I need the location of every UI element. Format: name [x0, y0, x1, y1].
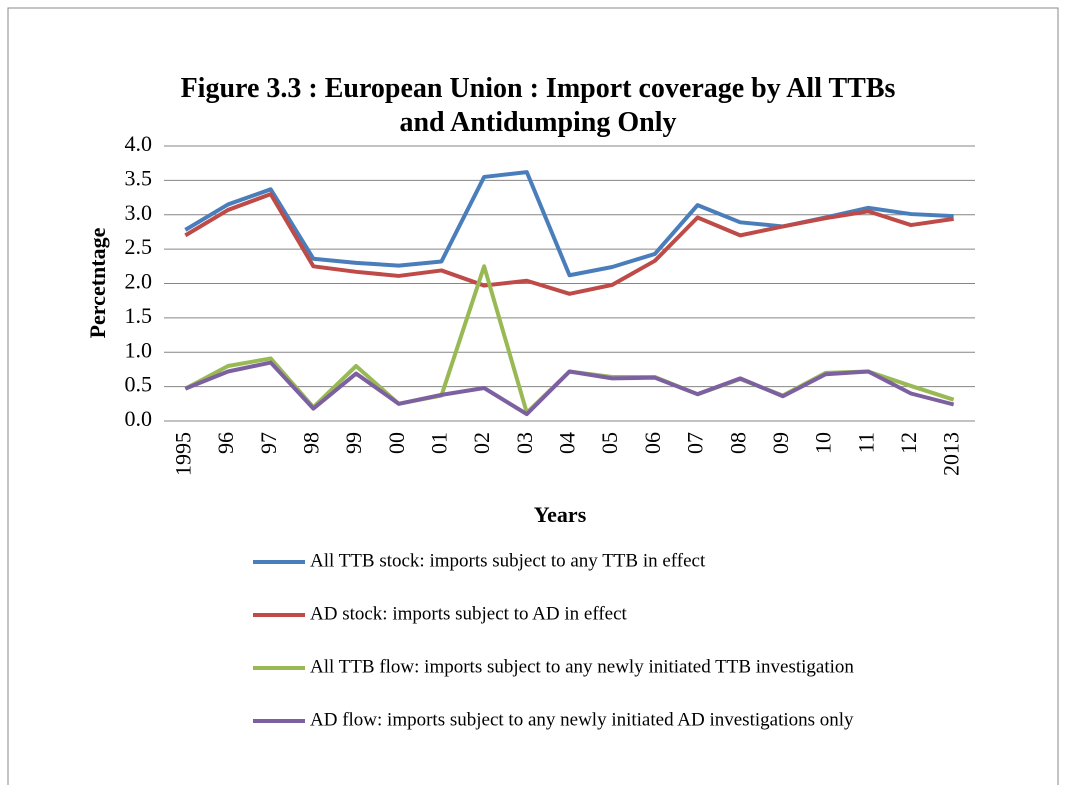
frame — [7, 7, 1059, 785]
series-line — [184, 264, 955, 415]
series-line — [184, 360, 955, 417]
x-tick-label: 11 — [853, 432, 878, 453]
legend-label: All TTB flow: imports subject to any new… — [310, 656, 854, 677]
series-line — [184, 170, 954, 278]
legend-label: AD flow: imports subject to any newly in… — [310, 709, 854, 730]
x-tick-label: 02 — [469, 432, 494, 454]
y-tick-label: 1.5 — [125, 303, 153, 328]
y-tick-label: 2.0 — [125, 269, 153, 294]
y-axis-label: Percetntage — [85, 227, 110, 338]
x-tick-label: 06 — [640, 432, 665, 454]
y-tick-label: 2.5 — [125, 234, 153, 259]
x-tick-label: 12 — [896, 432, 921, 454]
x-tick-label: 99 — [341, 432, 366, 454]
legend-label: AD stock: imports subject to AD in effec… — [310, 603, 628, 624]
y-tick-label: 0.0 — [125, 406, 153, 431]
x-tick-label: 03 — [512, 432, 537, 454]
x-tick-label: 1995 — [170, 432, 195, 476]
x-axis-label: Years — [534, 502, 587, 527]
x-tick-label: 05 — [597, 432, 622, 454]
chart-title: Figure 3.3 : European Union : Import cov… — [180, 73, 896, 138]
legend-label: All TTB stock: imports subject to any TT… — [310, 550, 706, 571]
x-tick-label: 01 — [426, 432, 451, 454]
y-tick-label: 4.0 — [125, 131, 153, 156]
x-tick-label: 00 — [384, 432, 409, 454]
y-tick-label: 0.5 — [125, 372, 153, 397]
x-tick-label: 09 — [768, 432, 793, 454]
x-tick-label: 10 — [811, 432, 836, 454]
y-tick-label: 3.0 — [125, 200, 153, 225]
y-tick-label: 3.5 — [125, 165, 153, 190]
x-tick-label: 97 — [256, 432, 281, 454]
series-line — [184, 192, 954, 296]
x-tick-label: 07 — [683, 432, 708, 454]
x-tick-label: 96 — [213, 432, 238, 454]
x-tick-label: 2013 — [939, 432, 964, 476]
x-tick-label: 98 — [298, 432, 323, 454]
y-tick-label: 1.0 — [125, 337, 153, 362]
x-tick-label: 08 — [725, 432, 750, 454]
x-tick-label: 04 — [555, 432, 580, 454]
